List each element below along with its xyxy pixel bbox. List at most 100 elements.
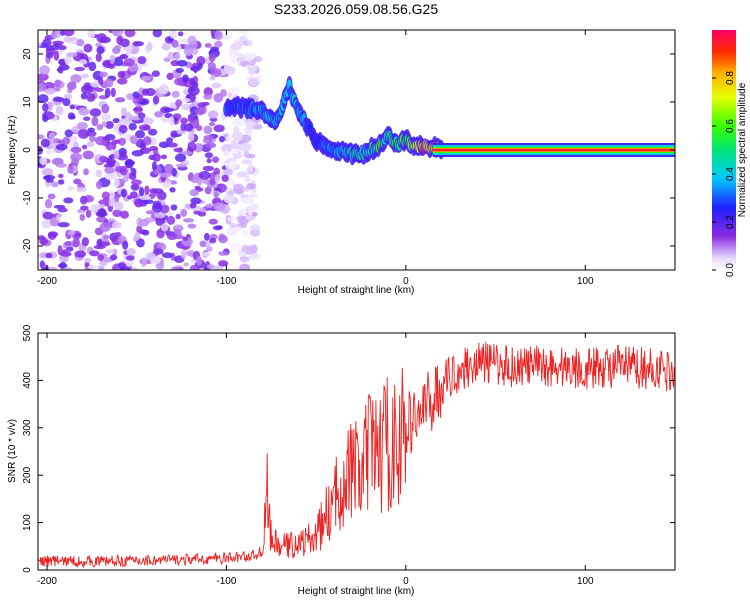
noise-cell <box>107 160 117 168</box>
noise-cell <box>42 168 54 177</box>
noise-cell <box>236 171 248 178</box>
noise-cell <box>134 231 141 241</box>
noise-cell <box>67 229 76 236</box>
noise-cell <box>104 87 111 98</box>
noise-cell <box>241 230 249 237</box>
noise-cell <box>173 147 183 153</box>
noise-cell <box>95 169 103 178</box>
noise-cell <box>45 52 54 59</box>
spectrogram-y-ticks: -20 -10 0 10 20 <box>22 48 675 253</box>
noise-cell <box>101 103 110 114</box>
noise-cell <box>87 264 98 270</box>
noise-cell <box>74 250 87 258</box>
noise-cell <box>47 101 53 111</box>
noise-cell <box>170 266 179 270</box>
noise-cell <box>161 42 171 51</box>
noise-cell <box>205 246 213 252</box>
noise-cell <box>163 107 175 112</box>
noise-cell <box>170 130 178 138</box>
noise-cell <box>58 173 64 179</box>
noise-cell <box>118 137 127 146</box>
colorbar-tick-label: 0.4 <box>725 167 736 181</box>
noise-cell <box>180 97 191 103</box>
noise-cell <box>166 215 176 225</box>
noise-cell <box>204 186 212 195</box>
noise-cell <box>180 123 187 132</box>
y-tick-label: 300 <box>22 419 33 436</box>
x-tick-label: 100 <box>577 276 594 287</box>
noise-cell <box>84 258 92 263</box>
noise-cell <box>180 249 187 260</box>
noise-cell <box>57 179 65 185</box>
noise-cell <box>67 186 75 192</box>
noise-cell <box>137 112 146 119</box>
noise-cell <box>75 186 87 193</box>
noise-cell <box>187 131 195 142</box>
noise-cell <box>119 151 126 158</box>
noise-cell <box>247 163 254 173</box>
noise-cell <box>114 45 122 50</box>
noise-cell <box>81 144 88 150</box>
noise-cell <box>39 156 48 166</box>
noise-cell <box>129 172 137 181</box>
noise-cell <box>151 70 160 77</box>
noise-cell <box>160 223 169 232</box>
noise-cell <box>210 68 222 78</box>
noise-cell <box>78 58 88 65</box>
noise-cell <box>211 82 222 89</box>
noise-cell <box>221 34 232 40</box>
noise-cell <box>156 228 165 239</box>
noise-cell <box>226 134 233 145</box>
noise-cell <box>233 183 244 189</box>
noise-cell <box>213 124 225 133</box>
noise-cell <box>215 225 223 230</box>
noise-cell <box>171 167 177 177</box>
noise-cell <box>183 262 189 267</box>
noise-cell <box>101 120 107 128</box>
noise-cell <box>218 251 228 256</box>
noise-cell <box>130 267 138 270</box>
noise-cell <box>81 84 94 95</box>
noise-cell <box>63 197 74 204</box>
noise-cell <box>151 203 163 213</box>
noise-cell <box>70 152 83 162</box>
noise-cell <box>62 267 73 270</box>
x-tick-label: -200 <box>37 576 57 587</box>
noise-cell <box>213 93 224 103</box>
noise-cell <box>132 97 138 104</box>
noise-cell <box>208 52 216 62</box>
snr-series-line <box>38 341 675 569</box>
noise-cell <box>104 171 116 181</box>
colorbar-label: Normalized spectral amplitude <box>737 82 748 217</box>
x-tick-label: -100 <box>216 576 236 587</box>
noise-cell <box>229 49 238 59</box>
noise-cell <box>154 111 164 118</box>
noise-cell <box>240 142 252 152</box>
snr-plot-area <box>38 333 675 570</box>
noise-cell <box>47 266 58 270</box>
noise-cell <box>57 66 64 74</box>
y-tick-label: 20 <box>22 48 33 60</box>
noise-cell <box>213 202 226 212</box>
noise-cell <box>141 229 150 236</box>
noise-cell <box>187 141 196 148</box>
noise-cell <box>113 139 121 144</box>
noise-cell <box>119 165 128 176</box>
figure-title: S233.2026.059.08.56.G25 <box>274 1 438 17</box>
noise-cell <box>207 110 219 119</box>
noise-cell <box>112 117 120 124</box>
carrier-line-band <box>432 149 675 151</box>
y-tick-label: 200 <box>22 466 33 483</box>
noise-cell <box>109 149 116 156</box>
noise-cell <box>243 149 250 158</box>
noise-cell <box>149 145 159 152</box>
noise-cell <box>232 131 244 141</box>
noise-cell <box>89 108 102 117</box>
noise-cell <box>145 252 156 261</box>
noise-cell <box>77 107 89 116</box>
noise-cell <box>73 232 82 238</box>
noise-cell <box>161 252 173 259</box>
noise-cell <box>189 189 200 197</box>
colorbar-tick-label: 0.0 <box>725 263 736 277</box>
noise-cell <box>158 141 170 149</box>
